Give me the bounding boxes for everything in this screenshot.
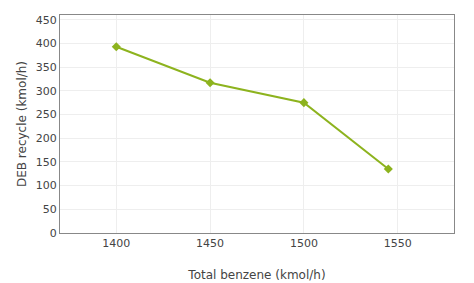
svg-text:350: 350 xyxy=(36,61,57,74)
svg-text:Total benzene (kmol/h): Total benzene (kmol/h) xyxy=(187,268,325,282)
svg-text:450: 450 xyxy=(36,14,57,27)
svg-text:200: 200 xyxy=(36,132,57,145)
svg-text:100: 100 xyxy=(36,179,57,192)
svg-text:250: 250 xyxy=(36,108,57,121)
svg-text:0: 0 xyxy=(50,227,57,240)
svg-text:50: 50 xyxy=(43,203,57,216)
svg-text:400: 400 xyxy=(36,37,57,50)
svg-text:1500: 1500 xyxy=(290,237,318,250)
svg-text:1550: 1550 xyxy=(384,237,412,250)
svg-text:1400: 1400 xyxy=(102,237,130,250)
svg-text:DEB recycle (kmol/h): DEB recycle (kmol/h) xyxy=(15,61,29,187)
svg-text:150: 150 xyxy=(36,156,57,169)
svg-text:1450: 1450 xyxy=(196,237,224,250)
svg-text:300: 300 xyxy=(36,85,57,98)
